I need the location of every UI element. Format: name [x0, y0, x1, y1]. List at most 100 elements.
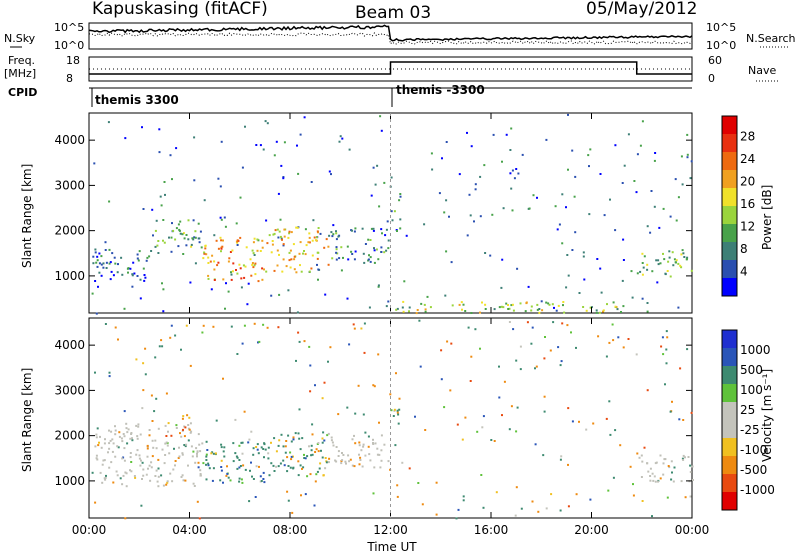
noise-point: [545, 507, 548, 510]
scatter-point: [330, 436, 333, 439]
noise-point: [193, 179, 196, 182]
scatter-point: [150, 461, 153, 464]
noise-point: [222, 377, 224, 380]
scatter-point: [121, 457, 124, 460]
scatter-point: [230, 278, 233, 281]
scatter-point: [324, 457, 327, 459]
scatter-point: [155, 219, 158, 222]
noise-point: [346, 406, 349, 409]
scatter-point: [131, 437, 133, 440]
noise-point: [426, 295, 429, 298]
noise-point: [277, 326, 280, 329]
scatter-point: [107, 451, 109, 454]
scatter-point: [270, 441, 272, 444]
scatter-point: [228, 257, 231, 260]
noise-point: [94, 248, 97, 251]
scatter-point: [167, 430, 169, 433]
scatter-point: [641, 460, 644, 463]
scatter-point: [290, 231, 293, 234]
scatter-point: [190, 430, 193, 433]
scatter-point: [219, 479, 222, 482]
time-xlabel: Time UT: [366, 540, 417, 554]
colorbar-segment: [722, 134, 737, 152]
noise-point: [566, 254, 569, 256]
scatter-point: [305, 244, 308, 247]
scatter-point: [115, 470, 118, 473]
noise-point: [338, 140, 341, 143]
noise-point: [508, 428, 511, 431]
scatter-point: [668, 256, 671, 259]
noise-point: [377, 353, 380, 356]
noise-point: [383, 181, 386, 184]
scatter-point: [641, 273, 644, 276]
scatter-point: [105, 474, 107, 477]
scatter-point: [261, 246, 264, 249]
colorbar-segment: [722, 456, 737, 474]
scatter-point: [255, 465, 258, 468]
scatter-point: [308, 232, 311, 235]
scatter-point: [351, 253, 354, 255]
noise-point: [247, 282, 250, 285]
scatter-point: [262, 478, 265, 480]
scatter-point: [104, 438, 106, 441]
noise-point: [482, 415, 485, 418]
noise-point: [92, 262, 95, 265]
scatter-point: [395, 308, 398, 311]
scatter-point: [262, 471, 265, 474]
scatter-point: [367, 258, 370, 261]
colorbar-tick-label: -1000: [740, 483, 775, 497]
scatter-point: [98, 252, 101, 255]
scatter-point: [643, 255, 646, 258]
noise-point: [614, 429, 617, 432]
noise-point: [353, 230, 356, 233]
power-ylabel: Slant Range [km]: [20, 164, 34, 268]
scatter-point: [259, 475, 262, 478]
scatter-point: [337, 235, 340, 238]
scatter-point: [290, 258, 293, 261]
scatter-point: [202, 257, 205, 260]
colorbar-segment: [722, 188, 737, 206]
noise-point: [151, 420, 154, 422]
scatter-point: [311, 453, 314, 456]
noise-point: [94, 251, 97, 254]
scatter-point: [239, 465, 242, 467]
scatter-point: [171, 480, 174, 483]
noise-point: [93, 162, 96, 165]
noise-point: [567, 407, 570, 410]
scatter-point: [206, 449, 209, 451]
scatter-point: [300, 270, 303, 273]
noise-point: [354, 412, 357, 415]
scatter-point: [384, 234, 387, 237]
scatter-point: [95, 457, 98, 460]
nsearch-label: N.Search: [746, 32, 796, 45]
y-tick-label: 2000: [54, 224, 85, 238]
scatter-point: [641, 252, 644, 255]
noise-point: [297, 172, 300, 175]
noise-point: [544, 336, 546, 338]
scatter-point: [182, 479, 185, 482]
scatter-point: [263, 443, 266, 446]
noise-point: [641, 297, 644, 300]
scatter-point: [670, 460, 673, 463]
scatter-point: [223, 446, 226, 449]
scatter-point: [232, 460, 235, 463]
scatter-point: [136, 437, 139, 440]
scatter-point: [682, 458, 685, 461]
noise-point: [669, 410, 672, 413]
colorbar-segment: [722, 278, 737, 296]
noise-point: [575, 346, 577, 349]
noise-point: [408, 467, 411, 470]
scatter-point: [133, 475, 136, 477]
scatter-point: [642, 266, 645, 269]
noise-point: [530, 342, 533, 345]
scatter-point: [276, 228, 279, 231]
scatter-point: [680, 266, 683, 269]
noise-point: [379, 115, 382, 118]
scatter-point: [254, 273, 257, 276]
scatter-point: [278, 230, 281, 233]
scatter-point: [151, 455, 154, 458]
scatter-point: [310, 444, 313, 447]
scatter-point: [187, 238, 190, 241]
noise-point: [357, 384, 360, 387]
scatter-point: [118, 435, 121, 438]
